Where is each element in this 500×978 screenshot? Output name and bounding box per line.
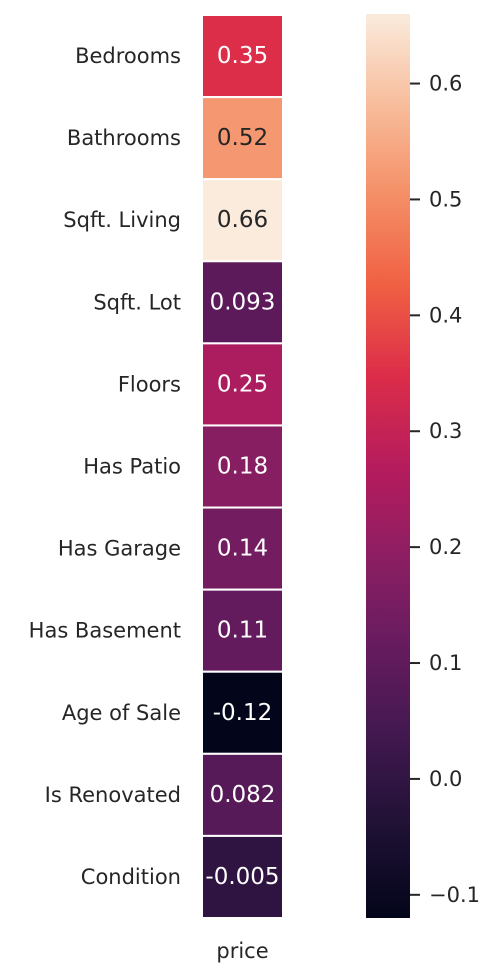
cell-value-label: 0.35 (217, 43, 268, 69)
cell-value-label: 0.14 (217, 536, 268, 562)
cell-value-label: 0.11 (217, 618, 268, 644)
row-label-sqft-living: Sqft. Living (63, 208, 181, 232)
cell-value-label: 0.66 (217, 207, 268, 233)
row-label-age-of-sale: Age of Sale (62, 701, 181, 725)
colorbar-tick-label: 0.4 (429, 303, 462, 327)
cell-value-label: -0.005 (205, 864, 279, 890)
colorbar (366, 14, 410, 918)
cell-value-label: 0.52 (217, 125, 268, 151)
cell-value-label: -0.12 (213, 700, 273, 726)
row-label-condition: Condition (81, 865, 181, 889)
row-label-bedrooms: Bedrooms (75, 44, 181, 68)
row-label-has-basement: Has Basement (29, 619, 181, 643)
heatmap-cell-bathrooms (201, 96, 284, 181)
heatmap-cell-condition (201, 834, 284, 920)
heatmap-cell-sqft-lot (201, 260, 284, 345)
cell-value-label: 0.082 (210, 782, 276, 808)
row-labels: Bedrooms Bathrooms Sqft. Living Sqft. Lot Fl… (29, 44, 181, 889)
row-label-sqft-lot: Sqft. Lot (93, 290, 181, 314)
heatmap-cell-bedrooms (201, 14, 284, 99)
cell-value-label: 0.093 (210, 289, 276, 315)
colorbar-ticks: −0.1 0.0 0.1 0.2 0.3 0.4 0.5 0.6 (410, 72, 480, 907)
heatmap-cell-has-patio (201, 424, 284, 509)
colorbar-tick-label: 0.1 (429, 651, 462, 675)
colorbar-tick-label: 0.5 (429, 187, 462, 211)
row-label-has-garage: Has Garage (58, 537, 181, 561)
colorbar-tick-label: 0.6 (429, 72, 462, 96)
heatmap-cell-is-renovated (201, 752, 284, 837)
colorbar-tick-label: 0.0 (429, 767, 462, 791)
x-tick-label: price (216, 939, 268, 963)
row-label-bathrooms: Bathrooms (67, 126, 181, 150)
colorbar-tick-label: 0.3 (429, 419, 462, 443)
x-axis-labels: price (216, 939, 268, 963)
cell-value-label: 0.18 (217, 454, 268, 480)
colorbar-tick-label: 0.2 (429, 535, 462, 559)
cell-value-label: 0.25 (217, 371, 268, 397)
row-label-is-renovated: Is Renovated (45, 783, 181, 807)
heatmap-cells: 0.35 0.52 0.66 0.093 0.25 0.18 0.14 0.11 -0.12 0.… (201, 14, 284, 920)
heatmap-cell-has-basement (201, 588, 284, 673)
row-label-has-patio: Has Patio (83, 455, 181, 479)
colorbar-tick-label: −0.1 (429, 883, 480, 907)
row-label-floors: Floors (118, 372, 181, 396)
